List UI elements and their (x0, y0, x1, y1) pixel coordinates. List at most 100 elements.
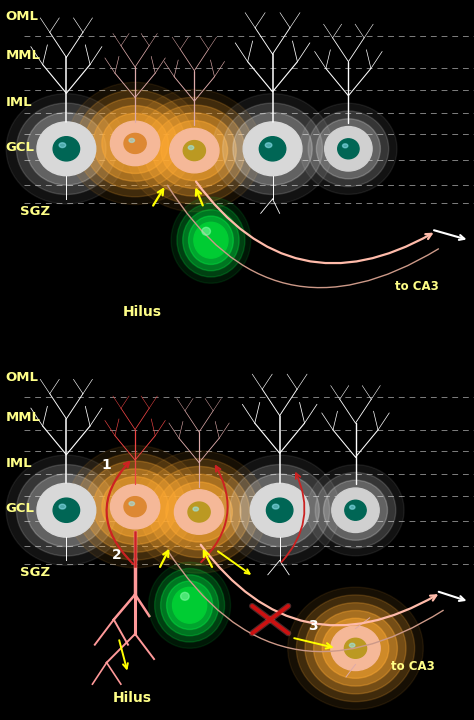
Ellipse shape (337, 139, 359, 159)
Ellipse shape (166, 581, 213, 629)
Ellipse shape (170, 128, 219, 173)
Ellipse shape (67, 446, 203, 568)
Text: MML: MML (6, 410, 41, 423)
Ellipse shape (273, 504, 279, 509)
Ellipse shape (259, 137, 286, 161)
Ellipse shape (155, 569, 225, 642)
Ellipse shape (230, 464, 329, 556)
Text: OML: OML (6, 9, 39, 22)
Text: SGZ: SGZ (20, 567, 50, 580)
Ellipse shape (127, 89, 262, 212)
Ellipse shape (189, 216, 233, 264)
Ellipse shape (157, 474, 241, 550)
Ellipse shape (131, 451, 267, 573)
Ellipse shape (243, 122, 302, 176)
Ellipse shape (194, 222, 228, 258)
Ellipse shape (308, 111, 389, 186)
Ellipse shape (193, 507, 199, 511)
Ellipse shape (27, 112, 106, 185)
Text: Hilus: Hilus (113, 691, 152, 706)
Ellipse shape (17, 464, 116, 556)
Ellipse shape (124, 133, 146, 153)
Ellipse shape (177, 204, 245, 277)
Ellipse shape (149, 562, 230, 648)
Ellipse shape (84, 461, 186, 552)
Ellipse shape (140, 459, 258, 565)
Ellipse shape (315, 472, 396, 548)
Ellipse shape (212, 94, 333, 204)
Ellipse shape (102, 477, 168, 536)
Text: 3: 3 (308, 619, 318, 634)
Ellipse shape (144, 105, 245, 196)
Text: to CA3: to CA3 (391, 660, 434, 672)
Ellipse shape (129, 502, 135, 505)
Text: IML: IML (6, 96, 32, 109)
Ellipse shape (288, 587, 423, 709)
Ellipse shape (135, 97, 254, 204)
Ellipse shape (202, 228, 210, 235)
Ellipse shape (173, 588, 207, 624)
Text: 2: 2 (111, 548, 121, 562)
Ellipse shape (300, 103, 397, 194)
Ellipse shape (305, 603, 406, 694)
Ellipse shape (188, 145, 194, 150)
Ellipse shape (219, 455, 340, 565)
Ellipse shape (37, 122, 96, 176)
Ellipse shape (332, 488, 379, 533)
Ellipse shape (124, 497, 146, 517)
Text: SGZ: SGZ (20, 205, 50, 218)
Ellipse shape (53, 137, 80, 161)
Ellipse shape (345, 500, 366, 521)
Ellipse shape (181, 593, 189, 600)
Ellipse shape (110, 485, 160, 529)
Ellipse shape (266, 498, 293, 522)
Ellipse shape (324, 480, 388, 540)
Ellipse shape (59, 504, 66, 509)
Text: GCL: GCL (6, 502, 35, 515)
Ellipse shape (350, 505, 355, 509)
Ellipse shape (325, 127, 372, 171)
Ellipse shape (102, 114, 168, 174)
Text: OML: OML (6, 371, 39, 384)
Ellipse shape (296, 595, 415, 702)
Ellipse shape (171, 197, 251, 283)
Ellipse shape (27, 474, 106, 546)
Ellipse shape (166, 482, 232, 542)
Ellipse shape (76, 90, 194, 197)
Ellipse shape (17, 103, 116, 194)
Ellipse shape (307, 464, 404, 556)
Ellipse shape (93, 469, 177, 544)
Ellipse shape (6, 94, 127, 204)
Ellipse shape (110, 121, 160, 166)
Ellipse shape (183, 210, 239, 271)
Ellipse shape (148, 467, 250, 557)
Ellipse shape (343, 144, 348, 148)
Ellipse shape (174, 490, 224, 534)
Ellipse shape (93, 106, 177, 181)
Ellipse shape (161, 120, 228, 181)
Ellipse shape (183, 140, 205, 161)
Ellipse shape (76, 454, 194, 560)
Ellipse shape (233, 112, 312, 185)
Ellipse shape (84, 98, 186, 189)
Ellipse shape (153, 113, 236, 189)
Text: 1: 1 (102, 458, 112, 472)
Ellipse shape (250, 483, 309, 537)
Ellipse shape (59, 143, 66, 148)
Text: to CA3: to CA3 (395, 280, 439, 293)
Text: IML: IML (6, 457, 32, 470)
Text: GCL: GCL (6, 140, 35, 153)
Ellipse shape (265, 143, 272, 148)
Ellipse shape (161, 575, 219, 636)
Ellipse shape (223, 103, 322, 194)
Ellipse shape (331, 626, 380, 670)
Ellipse shape (129, 138, 135, 143)
Ellipse shape (317, 119, 380, 179)
Text: MML: MML (6, 49, 41, 62)
Ellipse shape (67, 82, 203, 204)
Ellipse shape (188, 502, 210, 522)
Ellipse shape (6, 455, 127, 565)
Ellipse shape (349, 643, 355, 647)
Ellipse shape (322, 618, 389, 678)
Ellipse shape (240, 474, 319, 546)
